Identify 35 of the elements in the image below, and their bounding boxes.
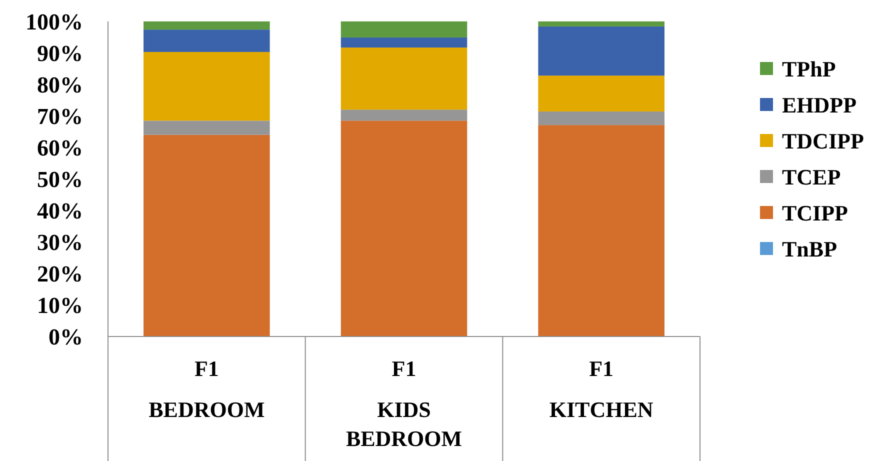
legend-label: TCEP	[782, 164, 841, 190]
bar	[144, 30, 270, 52]
y-tick-label: 50%	[37, 167, 83, 192]
bar	[340, 48, 468, 110]
bar	[144, 134, 270, 336]
bar	[144, 120, 270, 135]
bar	[538, 26, 664, 76]
legend-label: TPhP	[782, 56, 836, 82]
y-tick-label: 40%	[37, 198, 83, 224]
legend-label: TDCIPP	[782, 128, 864, 154]
bar	[340, 120, 468, 336]
x-tick-label: F1 KITCHEN	[549, 356, 654, 422]
bar	[538, 76, 664, 112]
y-tick-label: 20%	[37, 262, 83, 287]
y-tick-label: 0%	[48, 324, 83, 350]
y-tick-label: 60%	[37, 135, 83, 160]
y-tick-label: 80%	[37, 72, 83, 98]
bar	[538, 112, 664, 126]
x-tick-label: F1 KIDS BEDROOM	[346, 356, 462, 451]
bar	[340, 37, 468, 48]
y-tick-label: 100%	[26, 9, 83, 34]
bar	[144, 52, 270, 121]
legend-label: EHDPP	[782, 92, 857, 118]
bar	[144, 21, 270, 30]
bar	[340, 21, 468, 38]
y-tick-label: 10%	[37, 293, 83, 318]
bar	[340, 110, 468, 121]
bar	[538, 125, 664, 336]
y-tick-label: 90%	[37, 40, 83, 66]
legend-label: TnBP	[782, 236, 838, 262]
x-tick-label: F1 BEDROOM	[148, 356, 265, 422]
y-tick-label: 70%	[37, 104, 83, 129]
bar	[538, 21, 664, 26]
y-tick-label: 30%	[37, 230, 83, 256]
legend-label: TCIPP	[782, 200, 848, 226]
